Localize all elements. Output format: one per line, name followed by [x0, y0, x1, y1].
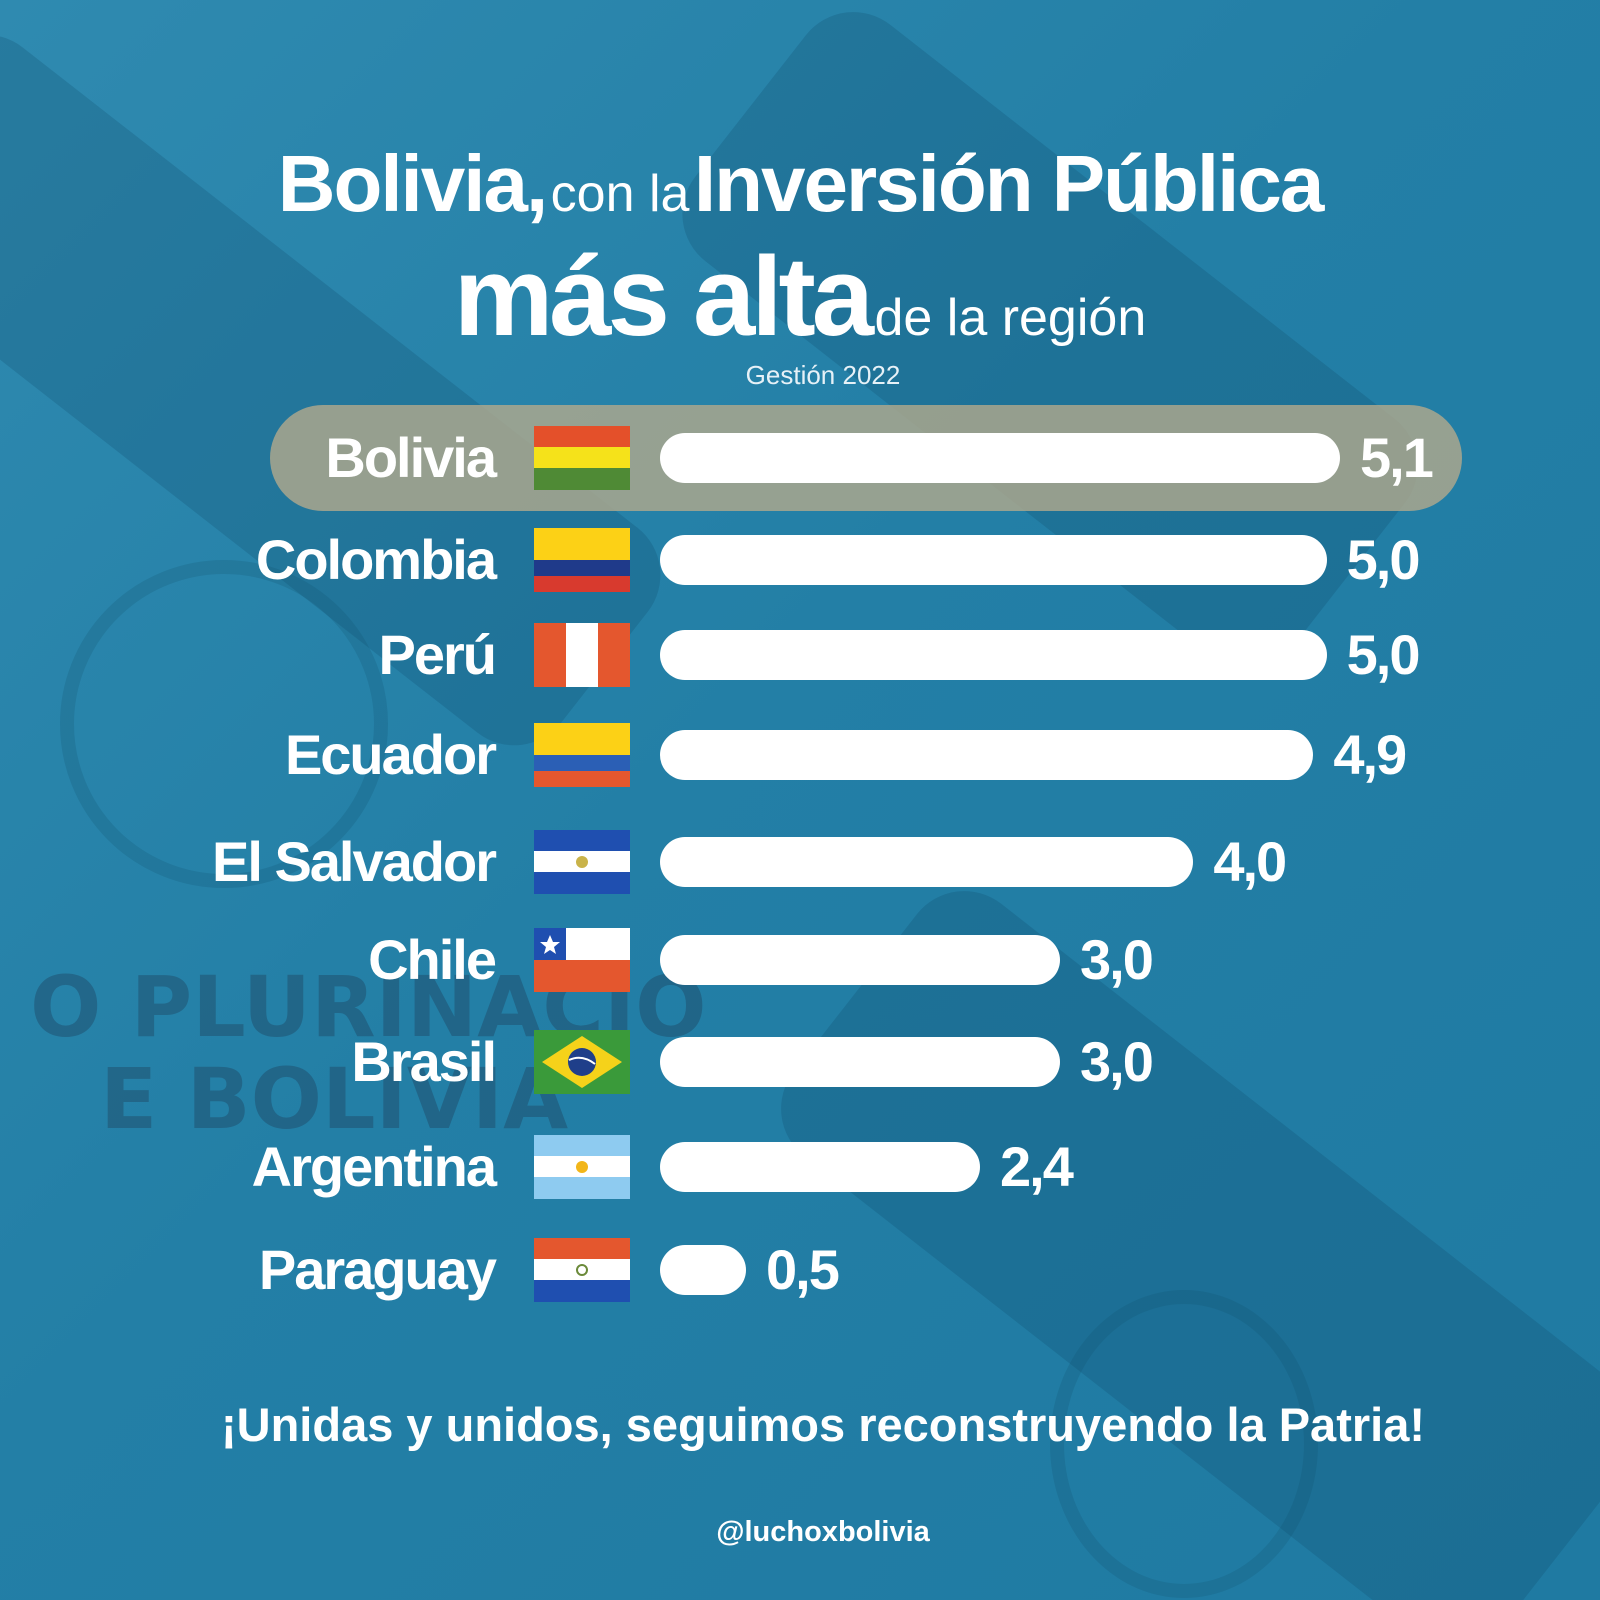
bar-paraguay [660, 1245, 746, 1295]
title-line-1: Bolivia, con la Inversión Pública [0, 138, 1600, 230]
background-seal [60, 560, 388, 888]
background-text: E BOLIVIA [100, 1050, 569, 1148]
slogan: ¡Unidas y unidos, seguimos reconstruyend… [221, 1398, 1425, 1451]
el-salvador-flag-icon [534, 830, 630, 894]
value-label-el-salvador: 4,0 [1213, 830, 1287, 893]
title-connector: con la [550, 165, 690, 223]
value-label-ecuador: 4,9 [1333, 723, 1407, 786]
bar-el-salvador [660, 837, 1194, 887]
background-text: O PLURINACIO [30, 958, 707, 1056]
title-country: Bolivia, [277, 139, 549, 228]
bar-ecuador [660, 730, 1314, 780]
paraguay-flag-icon [534, 1238, 630, 1302]
country-label-paraguay: Paraguay [258, 1238, 497, 1301]
title-topic: Inversión Pública [693, 139, 1324, 228]
subtitle: Gestión 2022 [745, 360, 901, 390]
highlight-pill [270, 405, 1462, 511]
title-line-2: más alta de la región [0, 232, 1600, 361]
value-label-peru: 5,0 [1346, 623, 1421, 686]
value-label-paraguay: 0,5 [766, 1238, 840, 1301]
title-rest: de la región [874, 289, 1147, 347]
social-handle[interactable]: @luchoxbolivia [716, 1516, 930, 1548]
title-emphasis: más alta [453, 234, 874, 359]
